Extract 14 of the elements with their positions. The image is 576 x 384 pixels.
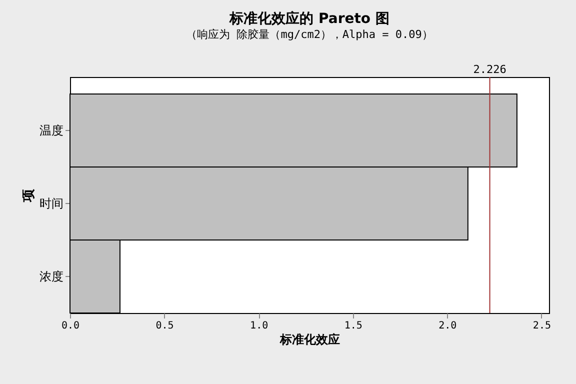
y-tick-label: 浓度 xyxy=(40,269,64,284)
x-tick-label: 0.5 xyxy=(156,320,174,332)
y-axis-title: 项 xyxy=(22,188,36,203)
x-tick-label: 2.5 xyxy=(532,320,551,332)
x-tick-label: 1.0 xyxy=(250,320,268,332)
x-axis-title: 标准化效应 xyxy=(279,332,340,346)
chart-title: 标准化效应的 Pareto 图 xyxy=(228,10,390,27)
ref-line-label: 2.226 xyxy=(473,63,506,76)
x-tick-label: 2.0 xyxy=(438,320,457,332)
x-tick-label: 0.0 xyxy=(61,320,80,332)
chart-subtitle: （响应为 除胶量（mg/cm2），Alpha = 0.09） xyxy=(186,28,433,41)
x-tick-label: 1.5 xyxy=(344,320,362,332)
y-tick-label: 温度 xyxy=(40,123,64,138)
y-tick-label: 时间 xyxy=(40,196,64,210)
